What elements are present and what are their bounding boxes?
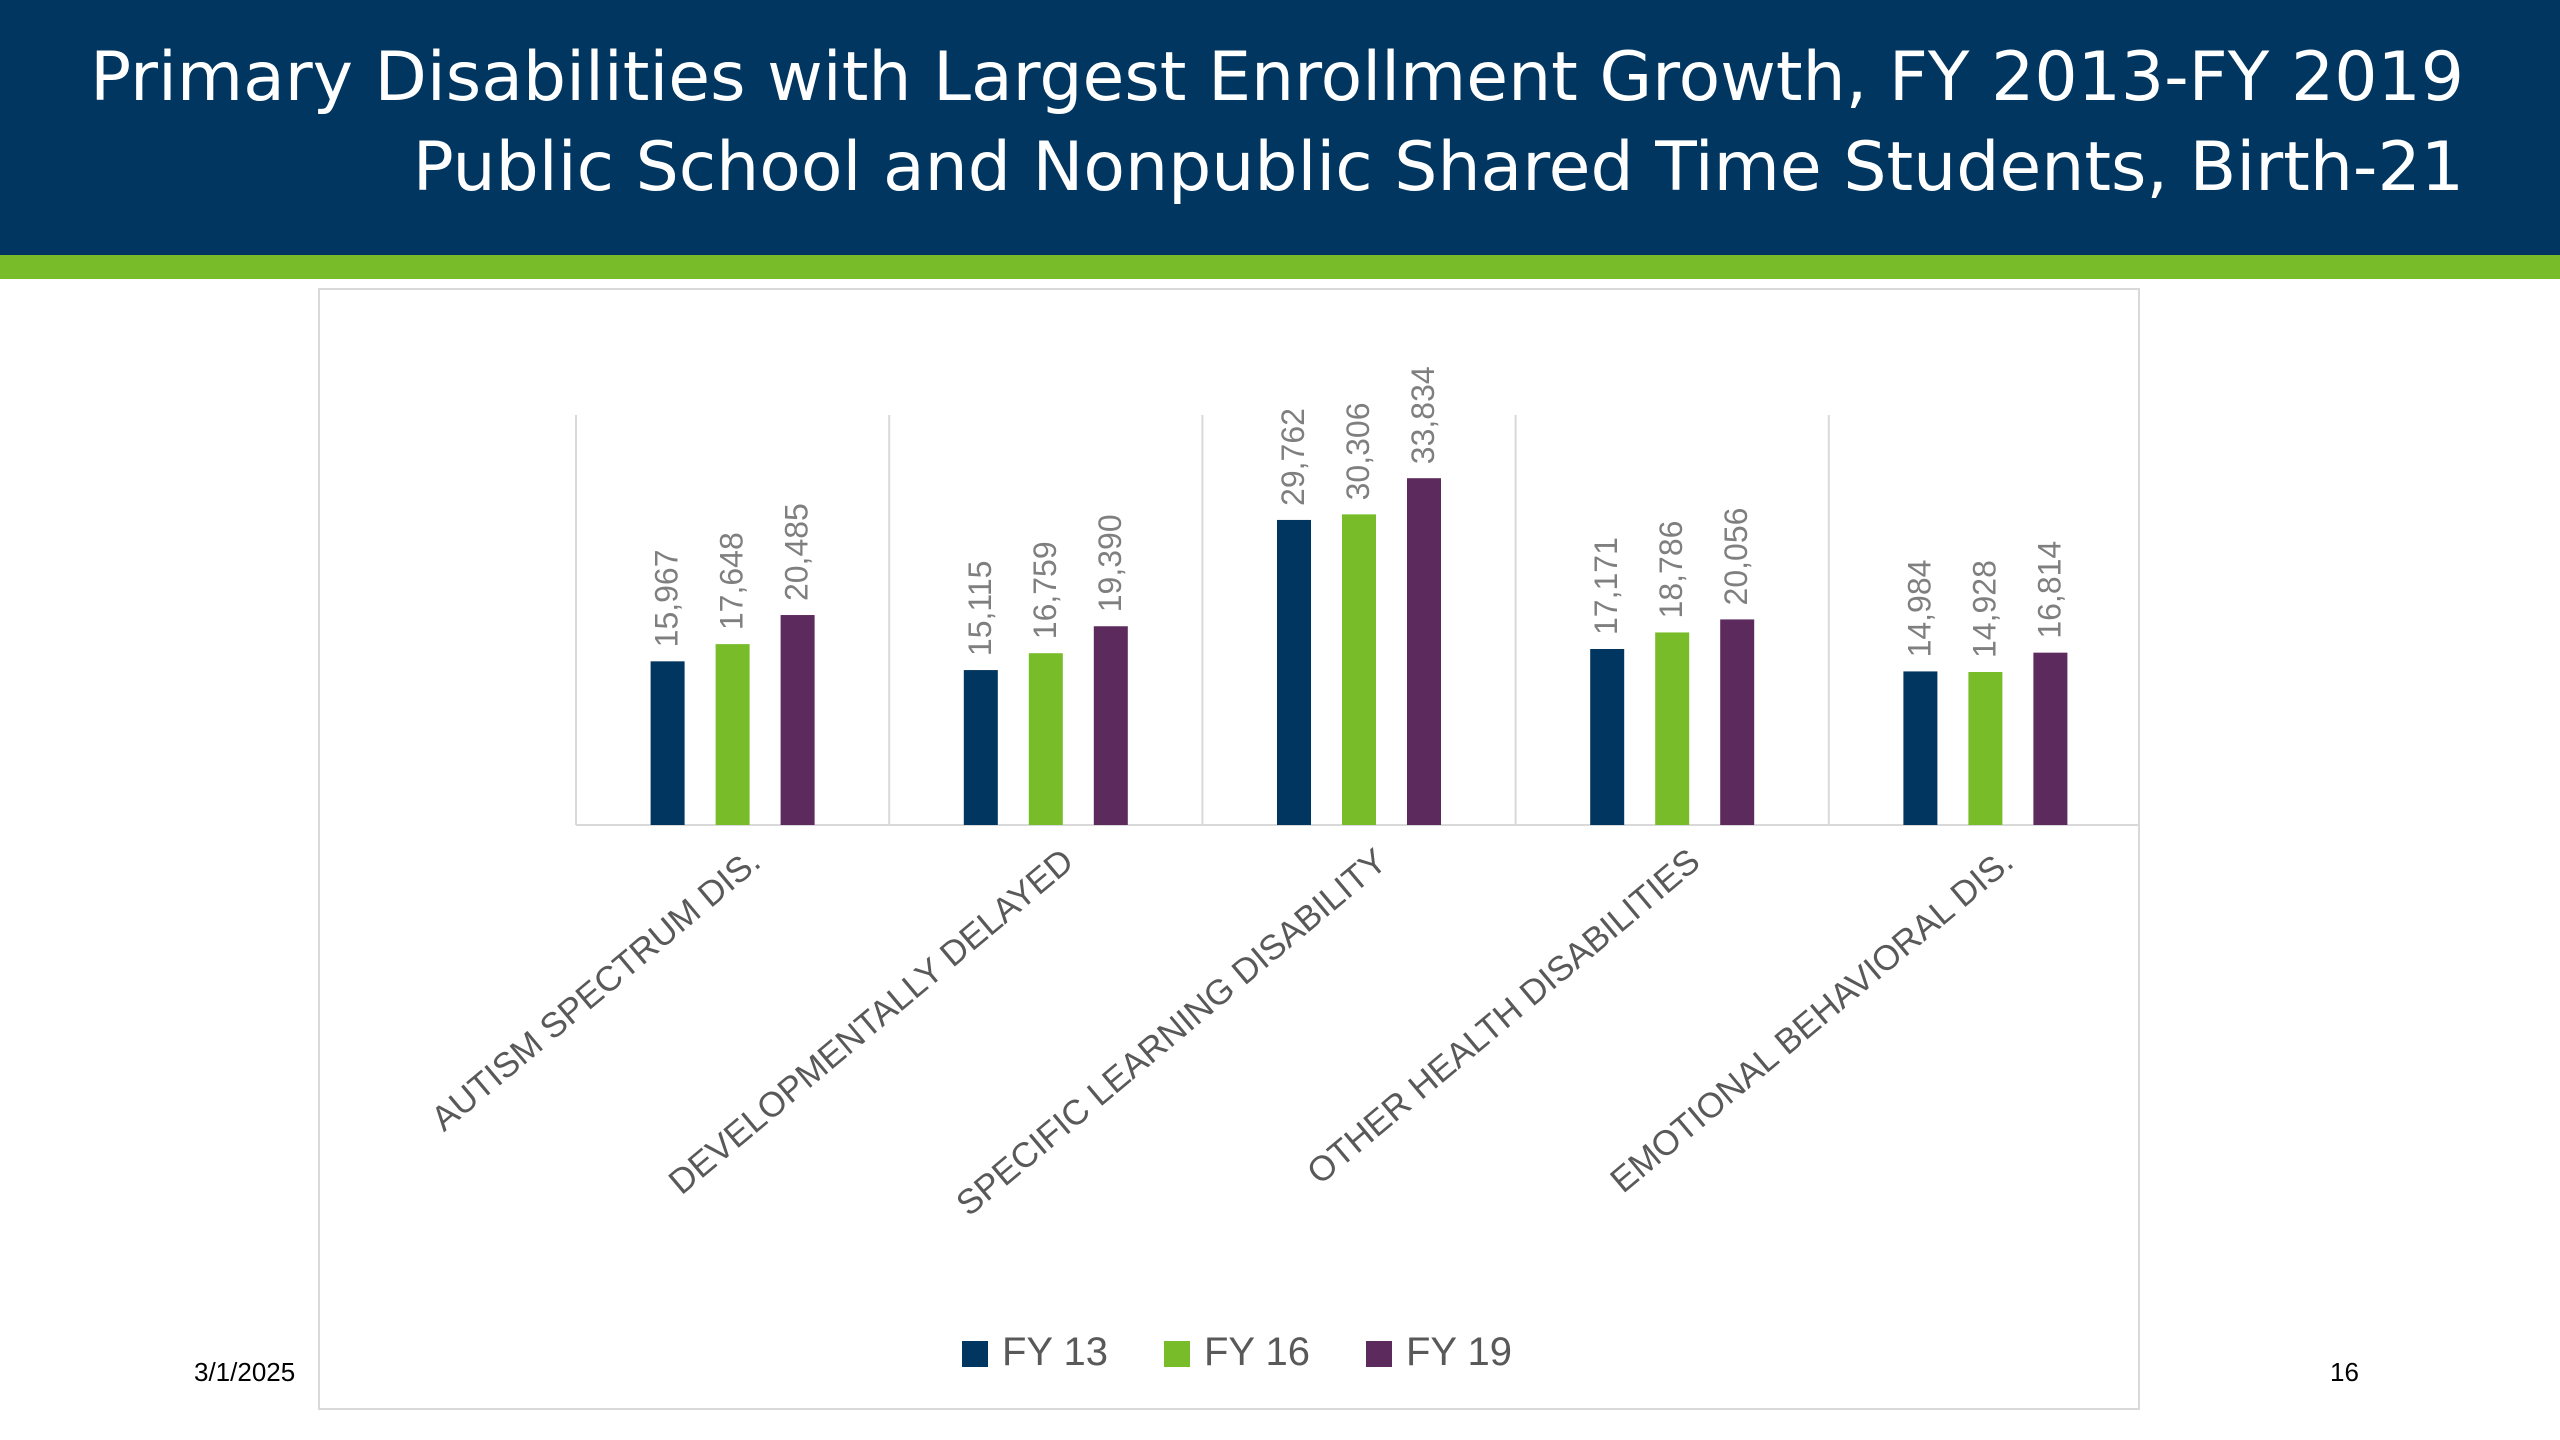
- bar-fy-16: [1968, 671, 2003, 825]
- bar-fy-13: [963, 670, 998, 825]
- bar-fy-13: [1903, 671, 1938, 825]
- data-label: 29,762: [1275, 408, 1311, 506]
- bar-fy-16: [1342, 514, 1376, 825]
- data-label: 33,834: [1405, 366, 1441, 464]
- legend-label: FY 13: [1002, 1330, 1108, 1374]
- data-label: 20,485: [779, 503, 815, 601]
- data-label: 15,967: [649, 549, 685, 647]
- category-label: AUTISM SPECTRUM DIS.: [424, 841, 768, 1138]
- bar-fy-19: [1720, 619, 1755, 825]
- legend-label: FY 19: [1406, 1330, 1512, 1374]
- bar-fy-16: [715, 644, 750, 825]
- data-label: 16,759: [1027, 541, 1063, 639]
- bar-fy-13: [650, 661, 685, 825]
- footer-date: 3/1/2025: [194, 1357, 296, 1387]
- bar-chart: 15,967 17,648 20,485 AUTISM SPECTRUM DIS. 15…: [424, 366, 2138, 1374]
- data-label: 16,814: [2031, 541, 2067, 639]
- bar-fy-19: [2033, 652, 2068, 825]
- slide-title: Primary Disabilities with Largest Enroll…: [90, 38, 2464, 117]
- data-label: 14,928: [1966, 560, 2002, 658]
- legend-swatch: [962, 1341, 988, 1367]
- data-label: 17,171: [1588, 537, 1624, 635]
- slide-number: 16: [2330, 1357, 2359, 1387]
- legend-label: FY 16: [1204, 1330, 1310, 1374]
- accent-stripe: [0, 255, 2560, 279]
- data-label: 17,648: [714, 532, 750, 630]
- bar-fy-13: [1590, 648, 1625, 825]
- bar-fy-19: [780, 615, 815, 825]
- slide-subtitle: Public School and Nonpublic Shared Time …: [412, 128, 2464, 207]
- chart-frame: 15,967 17,648 20,485 AUTISM SPECTRUM DIS. 15…: [318, 288, 2140, 1410]
- bar-fy-16: [1028, 653, 1063, 825]
- data-label: 19,390: [1092, 514, 1128, 612]
- bar-fy-19: [1407, 478, 1441, 825]
- data-label: 18,786: [1653, 521, 1689, 619]
- data-label: 15,115: [962, 561, 998, 657]
- data-label: 20,056: [1718, 508, 1754, 606]
- bar-fy-13: [1277, 519, 1311, 825]
- data-label: 14,984: [1901, 560, 1937, 658]
- bar-fy-19: [1093, 626, 1128, 825]
- legend-swatch: [1164, 1341, 1190, 1367]
- data-label: 30,306: [1340, 402, 1376, 500]
- title-bar: Primary Disabilities with Largest Enroll…: [0, 0, 2560, 255]
- legend-swatch: [1366, 1341, 1392, 1367]
- bar-fy-16: [1655, 632, 1690, 825]
